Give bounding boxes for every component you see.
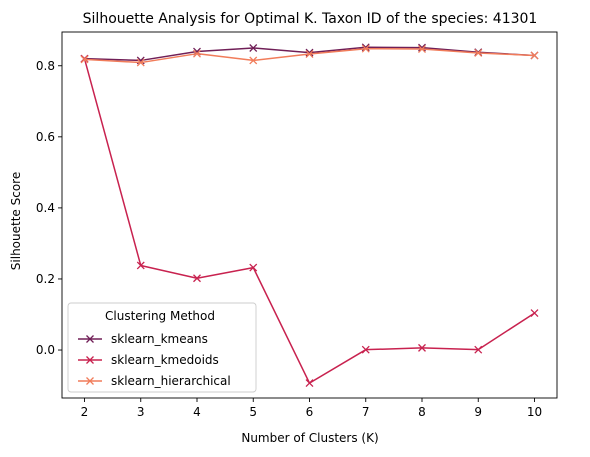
data-point	[361, 44, 370, 53]
x-tick-label: 4	[193, 405, 201, 419]
series-sklearn_hierarchical	[80, 44, 539, 67]
legend-label: sklearn_kmeans	[111, 332, 208, 346]
data-point	[193, 274, 201, 283]
data-point	[474, 49, 483, 57]
legend-box	[67, 302, 257, 393]
legend-item: sklearn_kmeans	[78, 332, 208, 346]
data-point	[530, 51, 539, 60]
x-tick-label: 10	[527, 405, 542, 419]
data-point	[249, 56, 258, 65]
legend-swatch-marker	[86, 377, 94, 385]
legend-label: sklearn_hierarchical	[111, 374, 231, 388]
x-tick-label: 3	[137, 405, 145, 419]
data-point	[305, 50, 314, 58]
legend-swatch-marker	[86, 335, 94, 343]
y-tick-label: 0.2	[36, 272, 55, 286]
y-tick-label: 0.6	[36, 130, 55, 144]
legend-item: sklearn_hierarchical	[78, 374, 231, 388]
data-point	[530, 309, 539, 318]
data-point	[249, 263, 258, 272]
y-axis-label: Silhouette Score	[9, 172, 23, 270]
data-point	[249, 44, 258, 52]
data-point	[474, 345, 483, 354]
data-point	[418, 343, 426, 352]
data-point	[305, 379, 314, 388]
x-axis-label: Number of Clusters (K)	[241, 431, 378, 445]
data-point	[136, 261, 145, 270]
x-tick-label: 2	[81, 405, 89, 419]
x-tick-label: 9	[474, 405, 482, 419]
x-tick-label: 5	[249, 405, 257, 419]
data-point	[193, 49, 201, 58]
y-tick-label: 0.8	[36, 59, 55, 73]
legend-title: Clustering Method	[105, 309, 215, 323]
legend: Clustering Method sklearn_kmeans sklearn_k…	[67, 302, 257, 393]
legend-item: sklearn_kmedoids	[78, 353, 219, 367]
data-point	[80, 55, 89, 64]
data-point	[418, 45, 426, 54]
plot-area: 2 3 4 5 6 7 8 9 10 0.0 0.2 0.4 0.6 0.8	[36, 31, 558, 419]
chart-title: Silhouette Analysis for Optimal K. Taxon…	[83, 11, 538, 27]
data-point	[361, 345, 370, 354]
x-tick-label: 6	[306, 405, 314, 419]
legend-label: sklearn_kmedoids	[111, 353, 219, 367]
x-tick-label: 7	[362, 405, 370, 419]
x-tick-label: 8	[418, 405, 426, 419]
y-tick-label: 0.4	[36, 201, 55, 215]
data-point	[136, 58, 145, 67]
legend-swatch-marker	[86, 356, 94, 364]
y-tick-label: 0.0	[36, 343, 55, 357]
